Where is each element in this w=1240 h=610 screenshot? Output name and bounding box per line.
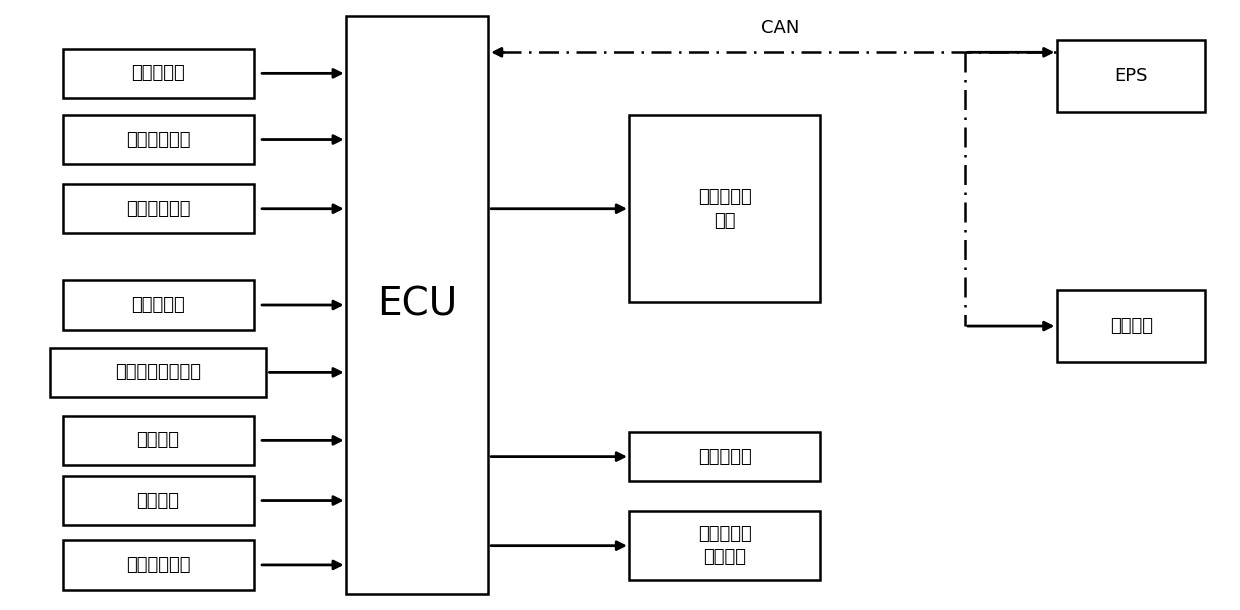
Text: 离合器顶开关: 离合器顶开关 [126,556,191,574]
Bar [63,476,253,525]
Text: ECU: ECU [377,286,456,324]
Bar [346,16,487,594]
Text: 车速传感器: 车速传感器 [131,296,185,314]
Text: 离合器电子
执行机构: 离合器电子 执行机构 [698,525,751,567]
Text: CAN: CAN [761,20,800,37]
Bar [629,432,820,481]
Bar [629,115,820,302]
Bar [63,540,253,590]
Text: 油门踏板: 油门踏板 [136,431,180,450]
Bar [63,281,253,329]
Text: EPS: EPS [1115,67,1148,85]
Bar [63,49,253,98]
Bar [63,415,253,465]
Bar [1058,290,1205,362]
Text: 显示装置: 显示装置 [1110,317,1153,335]
Text: 蓄电池传感器: 蓄电池传感器 [126,199,191,218]
Bar [1058,40,1205,112]
Bar [63,115,253,164]
Text: 发动机执行
机构: 发动机执行 机构 [698,188,751,229]
Text: 行车安全开关: 行车安全开关 [126,131,191,149]
Bar [63,184,253,234]
Bar [51,348,265,397]
Text: 发动机转速传感器: 发动机转速传感器 [115,364,201,381]
Text: 刹车开关: 刹车开关 [136,492,180,509]
Text: 起动继电器: 起动继电器 [698,448,751,465]
Bar [629,511,820,580]
Text: 坡度传感器: 坡度传感器 [131,65,185,82]
